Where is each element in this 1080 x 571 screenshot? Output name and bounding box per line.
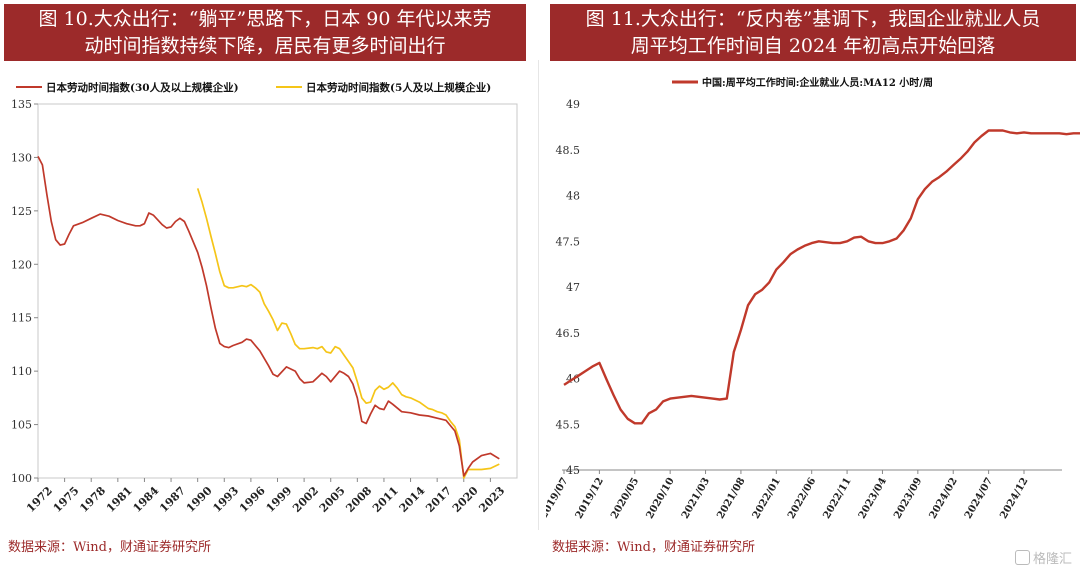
- left-legend-label-1: 日本劳动时间指数(30人及以上规模企业): [46, 81, 239, 94]
- right-x-tick-label-3: 2020/10: [645, 476, 677, 521]
- right-x-tick-label-11: 2024/02: [928, 476, 960, 521]
- left-y-tick-label-6: 130: [11, 151, 32, 164]
- left-x-tick-label-2: 1978: [77, 484, 108, 515]
- right-title-line-1: 图 11.大众出行：“反内卷”基调下，我国企业就业人员: [585, 7, 1041, 30]
- right-y-tick-label-6: 48: [566, 190, 580, 203]
- left-x-tick-label-10: 2002: [290, 484, 321, 515]
- right-x-tick-label-0: 2019/07: [546, 476, 571, 521]
- left-x-tick-label-17: 2023: [476, 484, 507, 515]
- right-legend-label-1: 中国:周平均工作时间:企业就业人员:MA12 小时/周: [702, 76, 933, 89]
- left-x-tick-label-1: 1975: [51, 484, 82, 515]
- left-x-tick-label-3: 1981: [104, 484, 135, 515]
- left-x-tick-label-9: 1999: [264, 484, 295, 515]
- left-x-tick-label-5: 1987: [157, 484, 188, 515]
- left-y-tick-label-7: 135: [11, 98, 32, 111]
- right-y-tick-label-4: 47: [566, 281, 580, 294]
- right-x-tick-label-2: 2020/05: [609, 476, 641, 521]
- left-series-2-line: [196, 188, 500, 479]
- left-x-tick-label-8: 1996: [237, 484, 268, 515]
- left-y-tick-label-1: 105: [11, 419, 32, 432]
- right-title-line-2: 周平均工作时间自 2024 年初高点开始回落: [630, 34, 996, 57]
- left-chart-title: 图 10.大众出行：“躺平”思路下，日本 90 年代以来劳 动时间指数持续下降，…: [4, 4, 526, 61]
- left-x-tick-label-16: 2020: [450, 484, 481, 515]
- right-x-tick-label-6: 2022/01: [751, 476, 783, 521]
- watermark: 格隆汇: [1014, 548, 1072, 567]
- right-x-tick-label-13: 2024/12: [998, 476, 1030, 521]
- left-y-tick-label-2: 110: [11, 365, 32, 378]
- left-x-tick-label-11: 2005: [317, 484, 348, 515]
- left-x-tick-label-7: 1993: [210, 484, 241, 515]
- right-x-tick-label-5: 2021/08: [715, 476, 747, 521]
- right-chart-panel: 图 11.大众出行：“反内卷”基调下，我国企业就业人员 周平均工作时间自 202…: [546, 0, 1080, 571]
- right-x-tick-label-9: 2023/04: [857, 476, 889, 521]
- right-series-1-line: [563, 129, 1080, 425]
- right-y-tick-label-7: 48.5: [556, 144, 581, 157]
- left-x-tick-label-14: 2014: [397, 484, 428, 515]
- right-y-tick-label-0: 45: [566, 464, 580, 477]
- right-x-tick-label-4: 2021/03: [680, 476, 712, 521]
- right-x-tick-label-10: 2023/09: [892, 476, 924, 521]
- right-source-note: 数据来源：Wind，财通证券研究所: [552, 540, 755, 555]
- left-y-tick-label-0: 100: [11, 472, 32, 485]
- watermark-text: 格隆汇: [1032, 552, 1072, 567]
- right-x-tick-label-12: 2024/07: [963, 476, 995, 521]
- left-y-tick-label-4: 120: [11, 258, 32, 271]
- right-x-tick-label-8: 2022/11: [821, 476, 853, 521]
- right-y-tick-label-1: 45.5: [556, 418, 581, 431]
- left-x-tick-label-6: 1990: [184, 484, 215, 515]
- left-plot-frame: [37, 103, 518, 479]
- panel-divider: [538, 60, 539, 530]
- left-x-tick-label-4: 1984: [131, 484, 162, 515]
- right-x-tick-label-7: 2022/06: [786, 476, 818, 521]
- left-series-1-line: [37, 156, 500, 477]
- watermark-logo-icon: [1014, 550, 1030, 565]
- left-x-tick-label-12: 2008: [343, 484, 374, 515]
- left-y-tick-label-5: 125: [11, 205, 32, 218]
- left-title-line-1: 图 10.大众出行：“躺平”思路下，日本 90 年代以来劳: [38, 7, 492, 30]
- right-y-tick-label-8: 49: [566, 98, 580, 111]
- right-chart-title: 图 11.大众出行：“反内卷”基调下，我国企业就业人员 周平均工作时间自 202…: [550, 4, 1076, 61]
- left-chart-panel: 图 10.大众出行：“躺平”思路下，日本 90 年代以来劳 动时间指数持续下降，…: [0, 0, 532, 571]
- left-y-tick-label-3: 115: [11, 312, 32, 325]
- right-y-tick-label-3: 46.5: [556, 327, 581, 340]
- left-x-tick-label-15: 2017: [423, 484, 454, 515]
- left-legend-label-2: 日本劳动时间指数(5人及以上规模企业): [306, 81, 491, 94]
- left-title-line-2: 动时间指数持续下降，居民有更多时间出行: [84, 34, 446, 57]
- right-y-tick-label-5: 47.5: [556, 235, 581, 248]
- left-x-tick-label-0: 1972: [24, 484, 55, 515]
- left-x-tick-label-13: 2011: [370, 484, 401, 515]
- right-x-tick-label-1: 2019/12: [574, 476, 606, 521]
- left-source-note: 数据来源：Wind，财通证券研究所: [8, 540, 211, 555]
- left-line-chart: 100 105 110 115 120 125 130 135 1972197519781981…: [11, 81, 518, 515]
